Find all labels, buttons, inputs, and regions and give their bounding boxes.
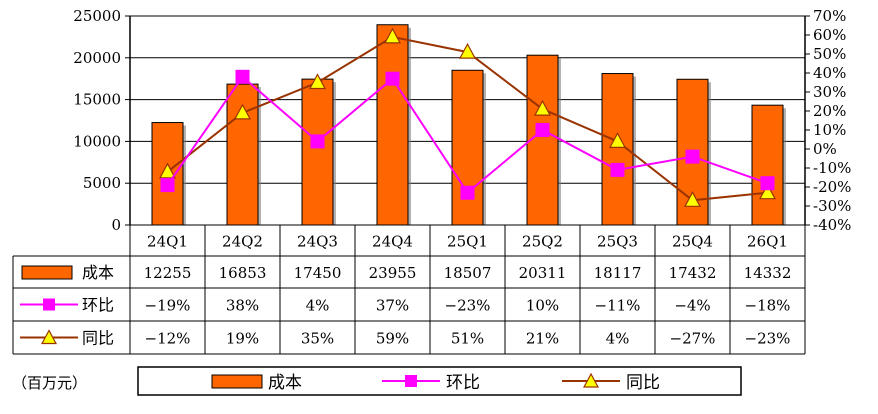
table-value: −11% [595, 297, 641, 315]
qoq-marker [760, 176, 775, 191]
right-tick-label: -30% [813, 197, 851, 215]
axes: 0 5000 10000 15000 20000 25000 -40%-30%-20%-10… [73, 7, 851, 234]
left-tick-label: 5000 [83, 174, 121, 192]
legend-qoq-marker [405, 375, 417, 387]
right-tick-label: -20% [813, 178, 851, 196]
right-tick-label: 40% [813, 64, 846, 82]
left-tick-label: 25000 [73, 7, 121, 25]
cost-bar [301, 78, 334, 226]
table-value: 20311 [519, 264, 567, 282]
table-value: 38% [226, 297, 259, 315]
cost-bars [151, 24, 786, 226]
qoq-marker [160, 178, 175, 193]
legend-qoq-label: 环比 [446, 373, 480, 393]
table-value: 21% [526, 330, 559, 348]
table-value: 18507 [444, 264, 492, 282]
cost-bar [376, 24, 409, 226]
table-value: 19% [226, 330, 259, 348]
qoq-marker [235, 69, 250, 84]
right-tick-label: 10% [813, 121, 846, 139]
table-value: −12% [145, 330, 191, 348]
category-label: 25Q1 [447, 233, 488, 251]
row-key-marker [40, 329, 58, 345]
category-label: 25Q3 [597, 233, 638, 251]
yoy-marker [533, 99, 552, 116]
table-value: −4% [674, 297, 710, 315]
right-tick-label: 60% [813, 26, 846, 44]
category-label: 24Q4 [372, 233, 413, 251]
qoq-marker [385, 71, 400, 86]
table-value: 35% [301, 330, 334, 348]
table-value: 4% [606, 330, 630, 348]
cost-bar [151, 122, 184, 226]
category-label: 25Q4 [672, 233, 713, 251]
qoq-marker [310, 134, 325, 149]
left-tick-label: 0 [111, 216, 121, 234]
table-value: −19% [145, 297, 191, 315]
legend-cost-label: 成本 [268, 373, 302, 393]
category-label: 24Q1 [147, 233, 188, 251]
right-tick-label: 50% [813, 45, 846, 63]
cost-bar [526, 54, 559, 226]
yoy-marker [233, 103, 252, 120]
table-value: 14332 [744, 264, 792, 282]
right-tick-label: 70% [813, 7, 846, 25]
category-label: 24Q2 [222, 233, 263, 251]
right-tick-label: 20% [813, 102, 846, 120]
unit-label: （百万元） [12, 374, 87, 392]
table-value: 12255 [144, 264, 192, 282]
cost-bar [451, 69, 484, 226]
category-label: 25Q2 [522, 233, 563, 251]
data-table: 24Q1 24Q2 24Q3 24Q4 25Q1 25Q2 25Q3 25Q4 26Q1 成本环比… [12, 224, 806, 355]
legend-yoy-marker [582, 372, 600, 388]
qoq-marker [685, 149, 700, 164]
row-key-bar [21, 265, 73, 280]
category-label: 26Q1 [747, 233, 788, 251]
table-value: 17432 [669, 264, 717, 282]
table-value: −27% [670, 330, 716, 348]
table-value: −18% [745, 297, 791, 315]
table-value: 17450 [294, 264, 342, 282]
yoy-marker [308, 73, 327, 90]
table-value: 51% [451, 330, 484, 348]
legend-bar-key [211, 374, 263, 389]
right-tick-label: -40% [813, 216, 851, 234]
table-value: −23% [745, 330, 791, 348]
row-series-label: 环比 [82, 296, 114, 315]
qoq-marker [535, 123, 550, 137]
table-value: 4% [306, 297, 330, 315]
legend-yoy-label: 同比 [626, 373, 660, 393]
left-tick-label: 15000 [73, 91, 121, 109]
yoy-marker [758, 183, 777, 200]
left-tick-label: 10000 [73, 132, 121, 150]
table-value: 23955 [369, 264, 417, 282]
yoy-marker [158, 162, 177, 179]
table-value: −23% [445, 297, 491, 315]
row-key-marker [43, 298, 55, 311]
right-tick-label: -10% [813, 159, 851, 177]
category-label: 24Q3 [297, 233, 338, 251]
yoy-marker [683, 191, 702, 207]
right-tick-label: 0% [813, 140, 837, 158]
yoy-marker [383, 27, 402, 44]
qoq-marker [610, 162, 625, 177]
table-value: 16853 [219, 264, 267, 282]
row-series-label: 成本 [82, 263, 114, 282]
row-series-label: 同比 [82, 329, 114, 348]
legend: （百万元） 成本 环比 同比 [12, 366, 742, 396]
table-value: 59% [376, 330, 409, 348]
cost-bar [751, 104, 784, 226]
qoq-marker [460, 185, 475, 200]
yoy-marker [458, 42, 477, 59]
left-tick-label: 20000 [73, 49, 121, 67]
table-value: 18117 [594, 264, 642, 282]
table-value: 37% [376, 297, 409, 315]
yoy-marker [608, 132, 627, 148]
ratio-lines [158, 27, 777, 207]
right-tick-label: 30% [813, 83, 846, 101]
table-value: 10% [526, 297, 559, 315]
